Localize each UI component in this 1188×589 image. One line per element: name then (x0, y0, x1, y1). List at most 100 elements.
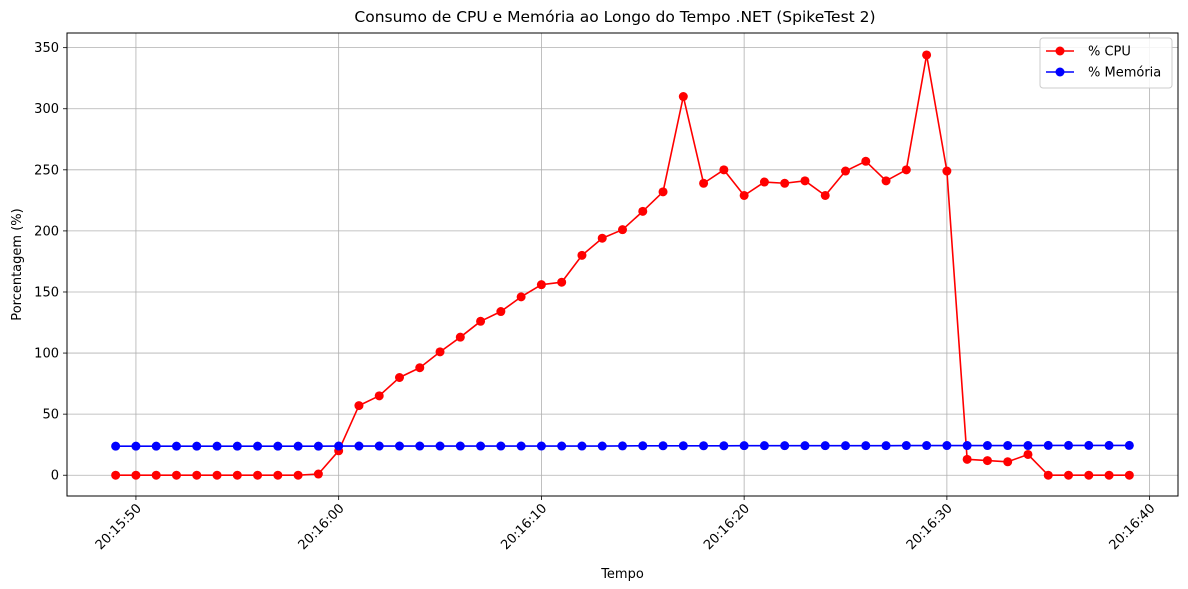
series-0-point-31 (739, 190, 749, 200)
y-tick-label-2: 100 (34, 347, 59, 362)
y-axis-label: Porcentagem (%) (10, 208, 25, 320)
series-1-point-17 (455, 441, 465, 451)
series-1-point-20 (516, 441, 526, 451)
series-1-point-21 (536, 441, 546, 451)
series-1-point-15 (415, 441, 425, 451)
series-1 (111, 440, 1134, 451)
series-1-point-22 (557, 441, 567, 451)
series-0-point-22 (557, 277, 567, 287)
series-0-point-41 (942, 166, 952, 176)
series-1-point-32 (759, 441, 769, 451)
series-1-point-25 (618, 441, 627, 451)
series-0-point-30 (719, 165, 729, 175)
series-1-point-23 (577, 441, 587, 451)
series-1-point-0 (111, 441, 121, 451)
series-0-point-3 (171, 470, 181, 480)
series-0-point-36 (841, 166, 851, 176)
plot-frame (66, 32, 1179, 497)
series-0-point-47 (1064, 470, 1074, 480)
series-1-point-18 (476, 441, 486, 451)
series-1-point-24 (597, 441, 607, 451)
series-1-point-1 (131, 441, 141, 451)
series-0-point-44 (1003, 457, 1013, 467)
series-0-point-37 (861, 156, 871, 166)
y-axis: 0 50 100 150 200 250 300 350 (34, 41, 67, 484)
series-1-point-45 (1023, 441, 1033, 451)
series-1-point-34 (800, 441, 810, 451)
series-0-point-20 (516, 292, 526, 302)
series-0-point-14 (394, 373, 404, 383)
grid (67, 33, 1178, 496)
series-1-point-28 (678, 441, 688, 451)
series-0-point-25 (618, 225, 627, 235)
series-1-point-13 (374, 441, 384, 451)
series-1-point-38 (881, 441, 891, 451)
series-1-point-35 (820, 441, 830, 451)
series-1-point-2 (151, 441, 161, 451)
x-axis-label: Tempo (600, 567, 644, 582)
series-0-point-2 (151, 470, 161, 480)
y-tick-label-5: 250 (34, 163, 59, 178)
series-0-point-46 (1043, 470, 1053, 480)
series-1-point-29 (699, 441, 709, 451)
series-0-point-12 (354, 401, 364, 411)
series-0-point-18 (476, 316, 486, 326)
legend-item-0: % CPU (1046, 45, 1131, 60)
series-1-point-33 (780, 441, 790, 451)
series-0-point-5 (212, 470, 222, 480)
legend: % CPU % Memória (1039, 37, 1173, 89)
series-0-point-50 (1124, 470, 1134, 480)
series-0-point-42 (962, 454, 972, 464)
series-0-point-19 (496, 307, 506, 317)
legend-marker-1 (1055, 67, 1065, 77)
series-0-point-35 (820, 190, 830, 200)
series-0-point-10 (313, 469, 323, 479)
series-0-point-32 (759, 177, 769, 187)
legend-marker-0 (1055, 46, 1065, 56)
series-1-point-8 (273, 441, 283, 451)
series-1-point-6 (232, 441, 242, 451)
y-tick-label-0: 0 (51, 469, 59, 484)
series-1-point-46 (1043, 440, 1053, 450)
series-0-point-43 (982, 456, 992, 466)
series-0-point-39 (901, 165, 911, 175)
series-0-point-26 (638, 206, 648, 216)
legend-label-0: % CPU (1088, 45, 1131, 60)
series-0-point-24 (597, 233, 607, 243)
series-1-point-5 (212, 441, 222, 451)
series-1-point-50 (1124, 440, 1134, 450)
series-0-point-21 (536, 280, 546, 290)
series-0 (111, 50, 1134, 480)
chart-title: Consumo de CPU e Memória ao Longo do Tem… (354, 8, 875, 26)
series-1-point-37 (861, 441, 871, 451)
series-0-point-34 (800, 176, 810, 186)
series-1-point-3 (171, 441, 181, 451)
series-1-point-44 (1003, 441, 1013, 451)
series-1-point-43 (982, 441, 992, 451)
series-0-point-48 (1084, 470, 1094, 480)
series-layer (111, 50, 1134, 480)
series-0-point-1 (131, 470, 141, 480)
series-1-point-27 (658, 441, 668, 451)
series-1-point-16 (435, 441, 445, 451)
series-0-point-15 (415, 363, 425, 373)
y-tick-label-7: 350 (34, 41, 59, 56)
series-1-point-48 (1084, 440, 1094, 450)
series-1-point-47 (1064, 440, 1074, 450)
legend-item-1: % Memória (1046, 66, 1161, 81)
y-tick-label-1: 50 (42, 408, 59, 423)
series-0-point-28 (678, 92, 688, 102)
series-1-point-49 (1104, 440, 1114, 450)
series-0-point-16 (435, 347, 445, 357)
series-0-point-0 (111, 470, 121, 480)
y-tick-label-3: 150 (34, 285, 59, 300)
series-0-point-23 (577, 250, 587, 260)
y-tick-label-6: 300 (34, 102, 59, 117)
series-0-point-33 (780, 178, 790, 188)
series-1-point-9 (293, 441, 303, 451)
series-1-point-7 (253, 441, 263, 451)
series-1-point-30 (719, 441, 729, 451)
series-1-point-36 (841, 441, 851, 451)
series-0-point-13 (374, 391, 384, 401)
